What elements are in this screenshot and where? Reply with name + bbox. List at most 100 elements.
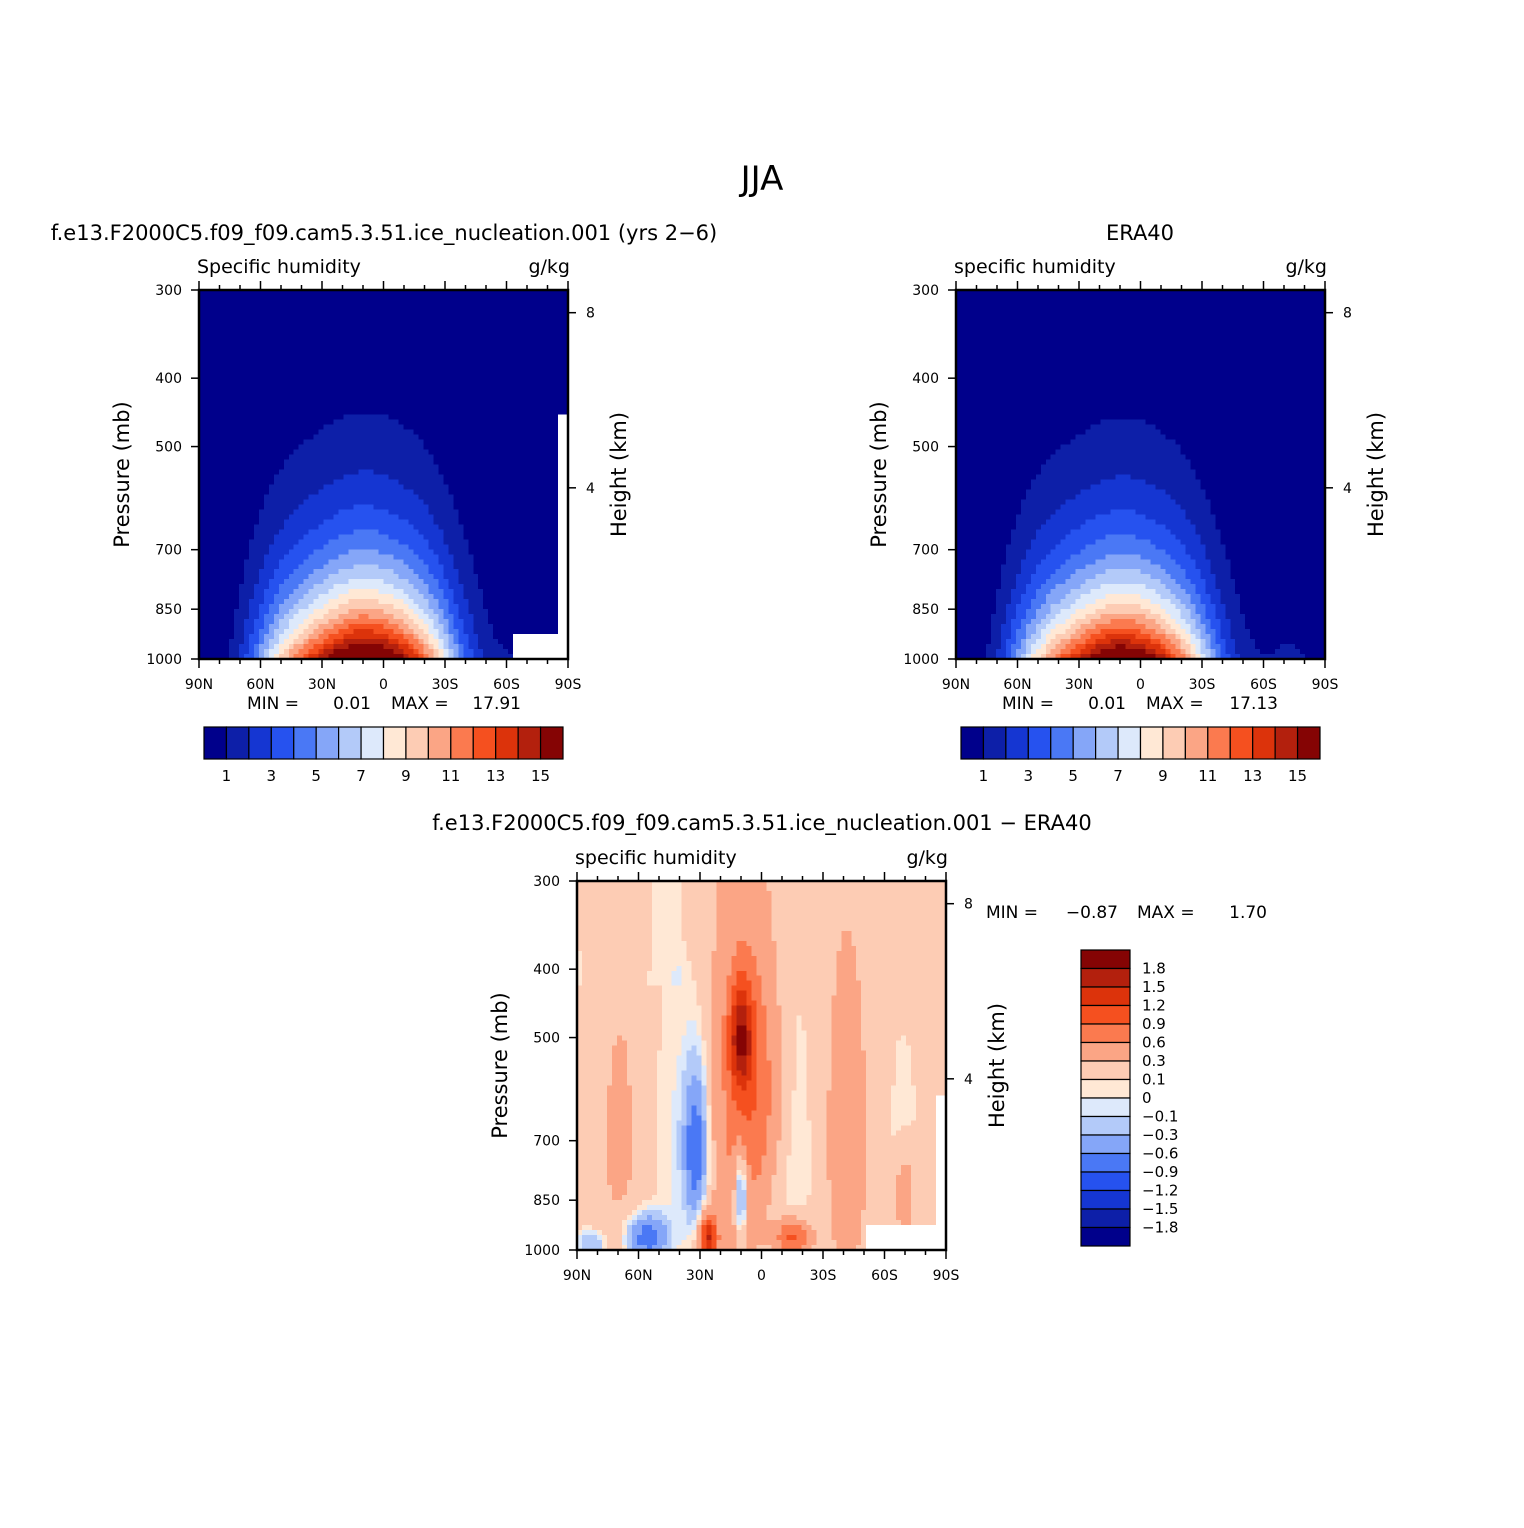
contour-cell [488,524,494,530]
contour-cell [344,340,350,346]
contour-cell [543,574,549,580]
contour-cell [334,494,340,500]
contour-cell [513,544,519,550]
contour-cell [309,300,315,306]
contour-cell [244,415,250,421]
contour-cell [448,305,454,311]
contour-cell [299,330,305,336]
contour-cell [254,295,260,301]
contour-cell [488,420,494,426]
contour-cell [503,455,509,461]
contour-cell [558,450,564,456]
contour-cell [403,554,409,560]
contour-cell [314,445,320,451]
contour-cell [493,559,499,565]
contour-cell [508,330,514,336]
contour-cell [234,465,240,471]
contour-cell [468,355,474,361]
contour-cell [543,594,549,600]
contour-cell [264,599,270,605]
contour-cell [229,614,235,620]
contour-cell [254,534,260,540]
contour-cell [219,524,225,530]
contour-cell [388,420,394,426]
contour-cell [274,584,280,590]
contour-cell [254,494,260,500]
contour-cell [498,499,504,505]
contour-cell [379,340,385,346]
contour-cell [339,445,345,451]
contour-cell [513,589,519,595]
contour-cell [304,489,310,495]
contour-cell [309,295,315,301]
contour-cell [433,375,439,381]
contour-cell [359,355,365,361]
contour-cell [279,435,285,441]
contour-cell [428,569,434,575]
contour-cell [364,340,370,346]
contour-cell [498,489,504,495]
contour-cell [538,315,544,321]
contour-cell [309,564,315,570]
contour-cell [369,305,375,311]
contour-cell [254,484,260,490]
contour-cell [533,609,539,615]
contour-cell [423,569,429,575]
contour-cell [423,559,429,565]
contour-cell [304,579,310,585]
contour-cell [543,470,549,476]
contour-cell [518,340,524,346]
contour-cell [299,385,305,391]
contour-cell [234,484,240,490]
contour-cell [473,594,479,600]
contour-cell [518,529,524,535]
contour-cell [259,579,265,585]
contour-cell [314,405,320,411]
contour-cell [244,400,250,406]
contour-cell [259,425,265,431]
contour-cell [384,465,390,471]
contour-cell [219,340,225,346]
contour-cell [458,529,464,535]
contour-cell [448,360,454,366]
contour-cell [488,484,494,490]
contour-cell [229,340,235,346]
contour-cell [548,599,554,605]
contour-cell [543,435,549,441]
contour-cell [209,410,215,416]
contour-cell [518,390,524,396]
contour-cell [528,619,534,625]
contour-cell [299,355,305,361]
contour-cell [458,494,464,500]
contour-cell [279,579,285,585]
contour-cell [319,604,325,610]
contour-cell [423,325,429,331]
contour-cell [204,549,210,555]
contour-cell [468,564,474,570]
contour-cell [214,519,220,525]
contour-cell [428,385,434,391]
contour-cell [468,479,474,485]
contour-cell [374,479,380,485]
contour-cell [513,594,519,600]
contour-cell [269,325,275,331]
contour-cell [558,380,564,386]
contour-cell [374,385,380,391]
contour-cell [513,355,519,361]
contour-cell [309,554,315,560]
contour-cell [428,549,434,555]
contour-cell [428,335,434,341]
contour-cell [249,335,255,341]
contour-cell [528,509,534,515]
contour-cell [314,619,320,625]
contour-cell [374,360,380,366]
contour-cell [498,479,504,485]
contour-cell [259,574,265,580]
contour-cell [413,519,419,525]
contour-cell [219,405,225,411]
contour-cell [528,380,534,386]
contour-cell [518,509,524,515]
contour-cell [558,544,564,550]
contour-cell [334,340,340,346]
contour-cell [528,489,534,495]
